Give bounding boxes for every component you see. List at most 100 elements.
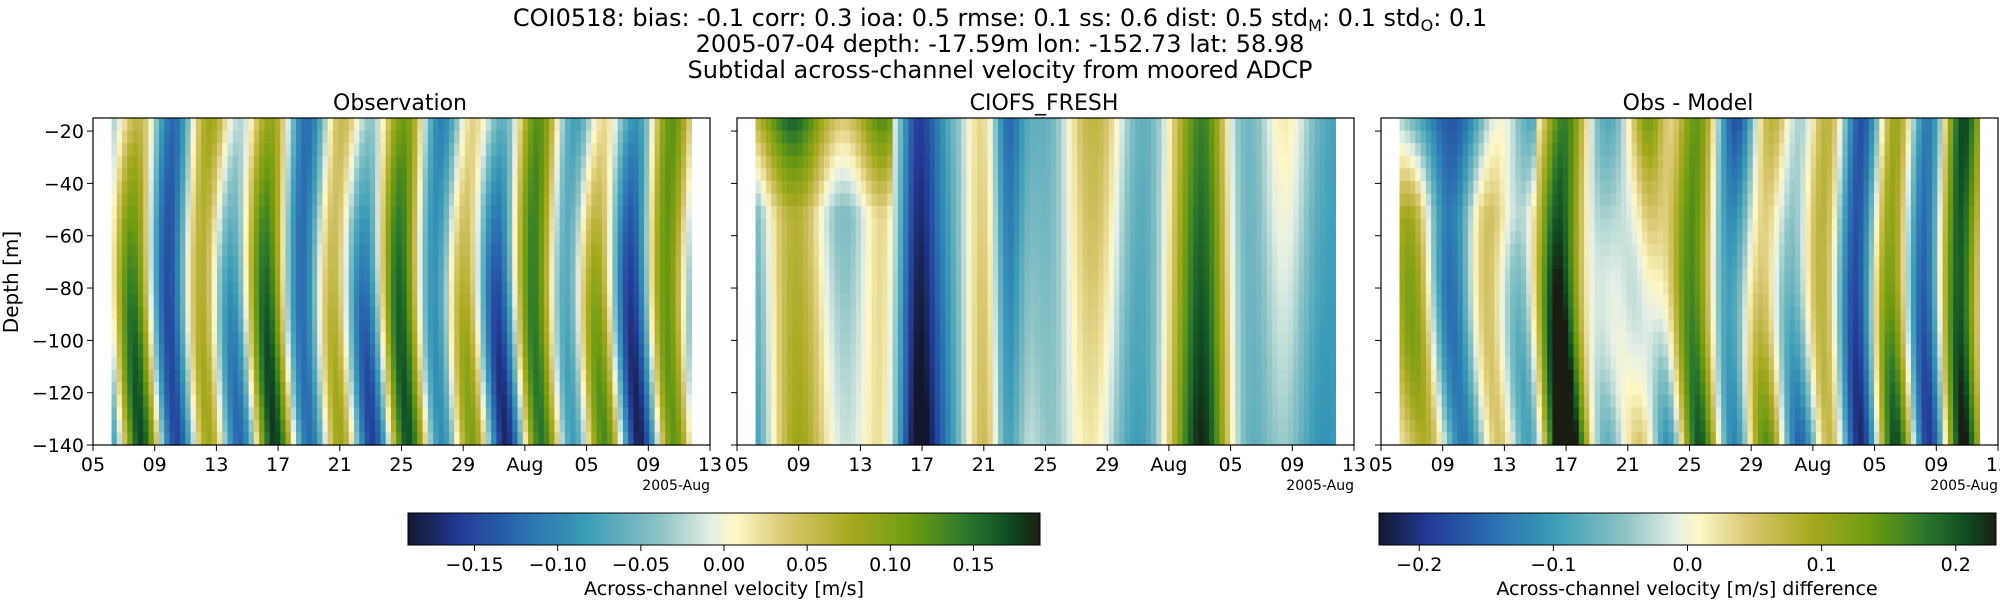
heatmap-cell <box>148 356 155 371</box>
heatmap-cell <box>591 419 598 434</box>
heatmap-cell <box>227 294 234 308</box>
heatmap-cell <box>644 130 650 144</box>
heatmap-cell <box>829 407 836 421</box>
heatmap-cell <box>855 168 862 182</box>
heatmap-cell <box>1024 344 1031 358</box>
heatmap-cell <box>1098 268 1105 283</box>
heatmap-cell <box>934 130 941 144</box>
heatmap-cell <box>607 331 613 345</box>
heatmap-cell <box>892 432 899 446</box>
heatmap-cell <box>1066 118 1073 132</box>
heatmap-cell <box>290 268 297 283</box>
heatmap-cell <box>866 155 873 169</box>
heatmap-cell <box>955 382 962 396</box>
heatmap-cell <box>1108 419 1115 434</box>
heatmap-cell <box>1150 143 1157 157</box>
heatmap-cell <box>892 331 899 345</box>
heatmap-cell <box>892 319 899 333</box>
heatmap-cell <box>1166 382 1173 396</box>
heatmap-cell <box>855 407 862 421</box>
heatmap-cell <box>855 256 862 270</box>
heatmap-cell <box>343 206 350 220</box>
heatmap-cell <box>680 432 687 446</box>
heatmap-cell <box>961 231 968 245</box>
heatmap-cell <box>586 394 592 408</box>
heatmap-cell <box>274 256 281 270</box>
heatmap-cell <box>866 369 873 383</box>
heatmap-cell <box>116 155 123 169</box>
heatmap-cell <box>343 369 350 383</box>
heatmap-cell <box>1056 206 1062 220</box>
heatmap-cell <box>528 407 534 421</box>
heatmap-cell <box>887 168 894 182</box>
heatmap-cell <box>570 344 577 358</box>
heatmap-cell <box>127 419 134 434</box>
heatmap-cell <box>845 432 852 446</box>
heatmap-cell <box>787 118 794 132</box>
heatmap-cell <box>322 407 329 421</box>
heatmap-cell <box>485 256 492 270</box>
heatmap-cell <box>987 118 994 132</box>
heatmap-cell <box>306 243 313 257</box>
heatmap-cell <box>406 130 413 144</box>
heatmap-cell <box>591 231 598 245</box>
heatmap-cell <box>580 407 587 421</box>
heatmap-cell <box>332 344 339 358</box>
heatmap-cell <box>501 407 508 421</box>
heatmap-cell <box>238 130 244 144</box>
heatmap-cell <box>680 155 687 169</box>
heatmap-cell <box>1129 319 1136 333</box>
heatmap-cell <box>924 356 931 371</box>
heatmap-cell <box>1008 143 1015 157</box>
heatmap-cell <box>285 268 292 283</box>
heatmap-cell <box>306 331 313 345</box>
heatmap-cell <box>1003 130 1010 144</box>
heatmap-cell <box>359 419 366 434</box>
heatmap-cell <box>464 281 471 295</box>
heatmap-cell <box>164 231 171 245</box>
heatmap-cell <box>829 168 836 182</box>
heatmap-cell <box>771 294 778 308</box>
heatmap-cell <box>1024 206 1031 220</box>
heatmap-cell <box>501 369 508 383</box>
heatmap-cell <box>1114 243 1120 257</box>
heatmap-cell <box>296 281 302 295</box>
heatmap-cell <box>686 432 693 446</box>
heatmap-cell <box>818 130 825 144</box>
heatmap-cell <box>543 281 550 295</box>
heatmap-cell <box>274 180 281 195</box>
heatmap-cell <box>1019 155 1026 169</box>
heatmap-cell <box>1177 180 1184 195</box>
heatmap-cell <box>654 331 661 345</box>
heatmap-cell <box>976 155 983 169</box>
heatmap-cell <box>1056 168 1062 182</box>
heatmap-cell <box>829 432 836 446</box>
heatmap-cell <box>575 419 582 434</box>
heatmap-cell <box>327 344 334 358</box>
heatmap-cell <box>955 369 962 383</box>
heatmap-cell <box>232 306 239 320</box>
heatmap-cell <box>143 294 150 308</box>
heatmap-cell <box>887 155 894 169</box>
heatmap-cell <box>596 382 603 396</box>
heatmap-cell <box>222 168 229 182</box>
heatmap-cell <box>966 306 973 320</box>
heatmap-cell <box>227 281 234 295</box>
heatmap-cell <box>987 218 994 232</box>
heatmap-cell <box>253 344 260 358</box>
heatmap-cell <box>554 394 561 408</box>
heatmap-cell <box>528 243 534 257</box>
heatmap-cell <box>1135 394 1141 408</box>
heatmap-cell <box>195 118 202 132</box>
heatmap-cell <box>354 193 360 207</box>
heatmap-cell <box>1024 419 1031 434</box>
heatmap-cell <box>195 256 202 270</box>
heatmap-cell <box>359 206 366 220</box>
heatmap-cell <box>644 382 650 396</box>
heatmap-cell <box>385 268 392 283</box>
heatmap-cell <box>1019 118 1026 132</box>
heatmap-cell <box>116 394 123 408</box>
heatmap-cell <box>180 281 186 295</box>
heatmap-cell <box>829 256 836 270</box>
heatmap-cell <box>1114 369 1120 383</box>
